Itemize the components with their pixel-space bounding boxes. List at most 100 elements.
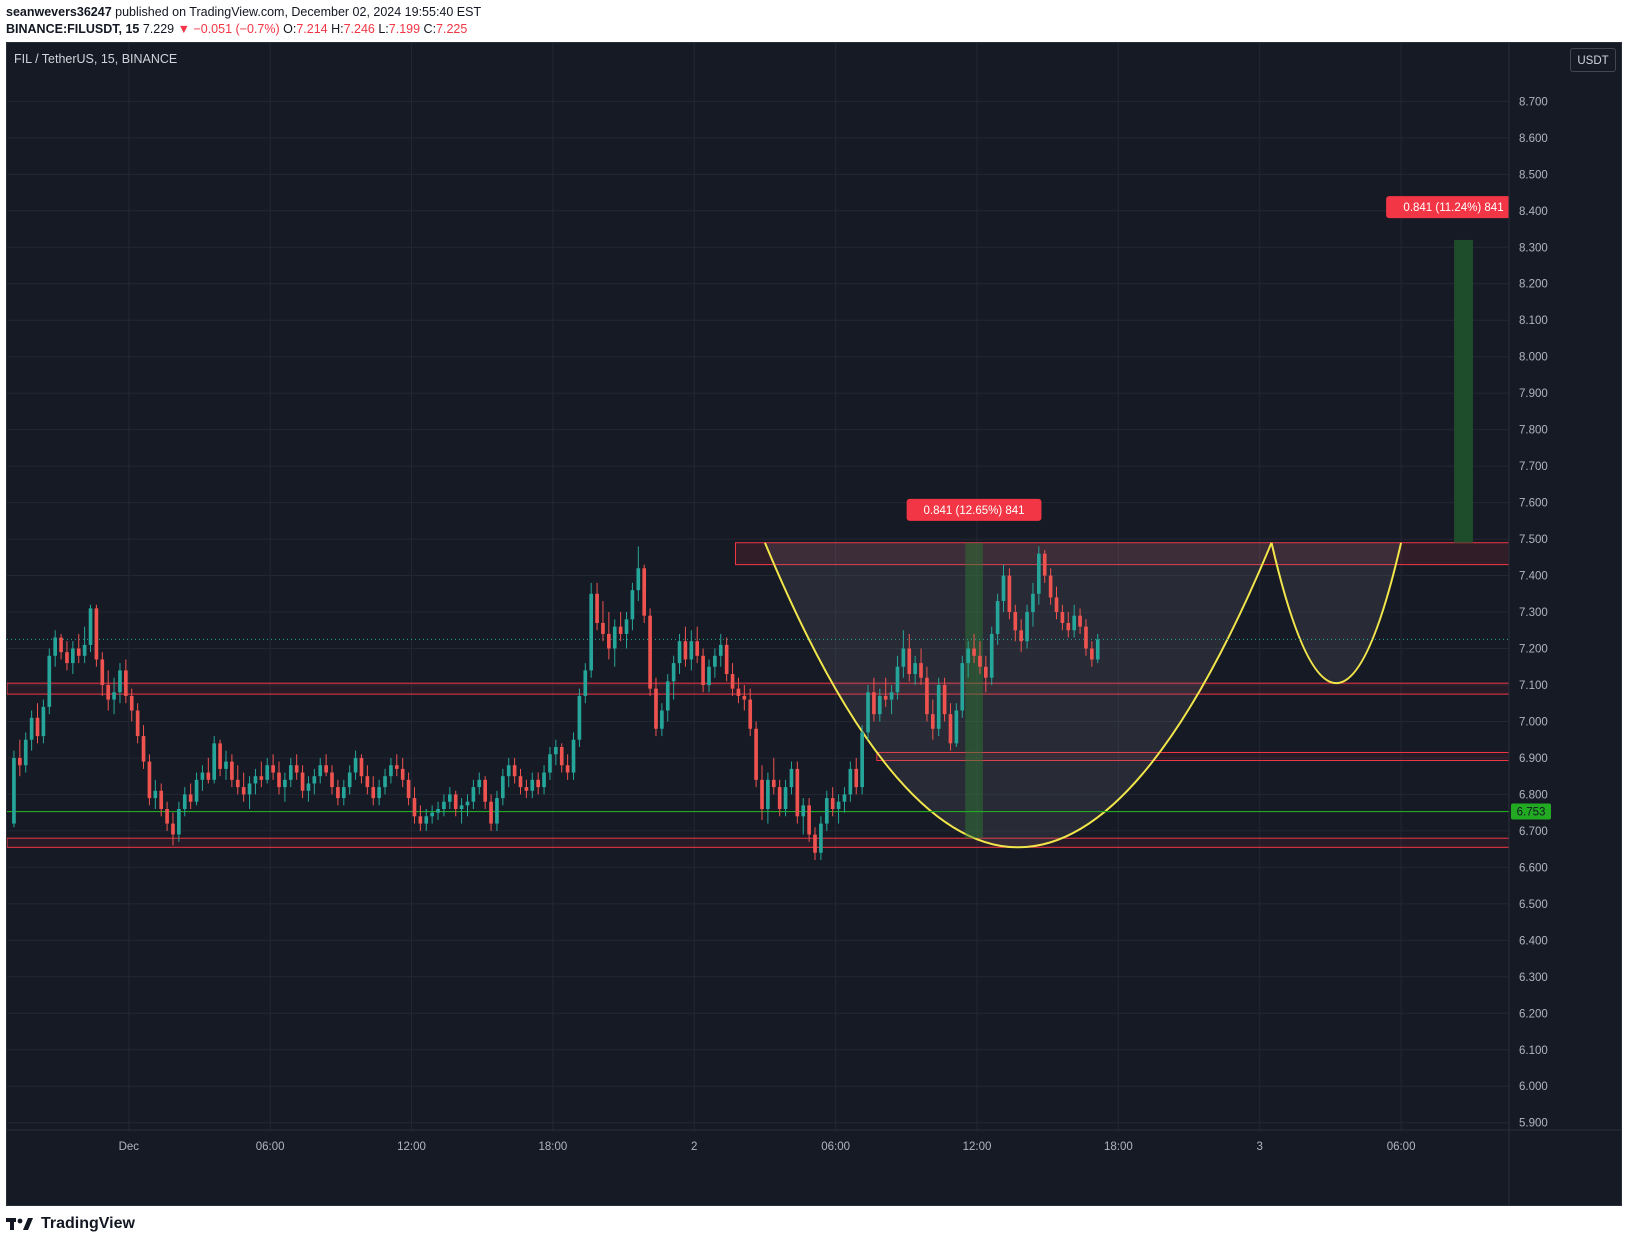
candle-body bbox=[1095, 639, 1100, 660]
candle-body bbox=[489, 801, 493, 824]
ohlc-line: BINANCE:FILUSDT, 15 7.229 ▼ −0.051 (−0.7… bbox=[6, 21, 481, 38]
candle-body bbox=[542, 772, 546, 788]
candle-body bbox=[483, 779, 487, 802]
candle-body bbox=[23, 739, 28, 766]
candle-body bbox=[324, 765, 328, 773]
candle-body bbox=[707, 666, 711, 685]
candle-body bbox=[194, 779, 199, 802]
candle-body bbox=[571, 739, 576, 773]
chart-symbol-title[interactable]: FIL / TetherUS, 15, BINANCE bbox=[14, 52, 178, 66]
candle-body bbox=[624, 619, 629, 634]
candle-body bbox=[777, 787, 782, 810]
tradingview-logo[interactable]: TradingView bbox=[6, 1212, 135, 1236]
candle-body bbox=[730, 674, 735, 689]
y-tick-label: 8.600 bbox=[1519, 133, 1548, 145]
candle-body bbox=[801, 805, 806, 817]
y-tick-label: 6.900 bbox=[1519, 753, 1548, 765]
candle-body bbox=[100, 659, 105, 685]
y-tick-label: 7.600 bbox=[1519, 498, 1548, 510]
candle-body bbox=[536, 779, 540, 788]
candle-body bbox=[283, 779, 287, 788]
price-chart[interactable]: 0.841 (12.65%) 841 0.841 (11.24%) 841 8.70… bbox=[7, 43, 1621, 1205]
candle-body bbox=[477, 779, 482, 788]
candle-body bbox=[671, 663, 676, 682]
candle-body bbox=[907, 648, 912, 675]
y-tick-label: 8.100 bbox=[1519, 315, 1548, 327]
candle-body bbox=[530, 779, 535, 791]
candle-body bbox=[436, 809, 440, 813]
candle-body bbox=[312, 776, 317, 784]
candle-body bbox=[583, 670, 588, 696]
candle-body bbox=[1066, 622, 1071, 631]
candle-body bbox=[966, 648, 970, 664]
candle-body bbox=[548, 754, 552, 773]
candle-body bbox=[919, 663, 923, 678]
candle-body bbox=[1025, 612, 1029, 642]
brand-name: TradingView bbox=[41, 1215, 135, 1232]
candle-body bbox=[960, 663, 965, 711]
candle-body bbox=[141, 736, 146, 762]
price-axis bbox=[1509, 43, 1621, 1205]
candle-body bbox=[1072, 615, 1077, 631]
candle-body bbox=[171, 823, 175, 835]
y-tick-label: 6.000 bbox=[1519, 1081, 1548, 1093]
candle-body bbox=[783, 787, 788, 810]
x-tick-label: 2 bbox=[691, 1141, 697, 1153]
candle-body bbox=[601, 622, 605, 634]
level-zone bbox=[7, 682, 1510, 695]
x-tick-label: 06:00 bbox=[821, 1141, 850, 1153]
candle-body bbox=[459, 805, 464, 810]
candle-body bbox=[253, 776, 258, 784]
candle-body bbox=[760, 779, 764, 810]
x-tick-label: 18:00 bbox=[539, 1141, 568, 1153]
candle-body bbox=[795, 768, 800, 817]
candle-body bbox=[76, 648, 81, 656]
candle-body bbox=[524, 787, 529, 791]
chart-frame[interactable]: 0.841 (12.65%) 841 0.841 (11.24%) 841 8.70… bbox=[6, 42, 1622, 1206]
candle-body bbox=[147, 761, 152, 799]
candle-body bbox=[265, 765, 270, 780]
candle-body bbox=[442, 801, 446, 810]
candle-body bbox=[930, 714, 935, 729]
candle-body bbox=[813, 834, 817, 853]
high-label: H: bbox=[331, 22, 344, 36]
handle-curve bbox=[1270, 542, 1403, 684]
candle-body bbox=[677, 641, 682, 664]
measure-label: 0.841 (12.65%) 841 bbox=[924, 505, 1025, 517]
x-tick-label: 18:00 bbox=[1104, 1141, 1133, 1153]
candle-body bbox=[471, 787, 476, 802]
candle-body bbox=[29, 717, 34, 740]
currency-button[interactable]: USDT bbox=[1570, 48, 1616, 72]
candle-body bbox=[660, 710, 664, 729]
candle-body bbox=[129, 695, 134, 711]
candle-body bbox=[754, 728, 758, 780]
candle-body bbox=[165, 809, 169, 824]
y-tick-label: 6.600 bbox=[1519, 862, 1548, 874]
current-price-label: 6.753 bbox=[1517, 807, 1546, 819]
x-tick-label: 3 bbox=[1257, 1141, 1263, 1153]
candle-body bbox=[807, 805, 811, 835]
last-price: 7.229 bbox=[142, 22, 175, 36]
candle-body bbox=[724, 644, 729, 675]
x-tick-label: Dec bbox=[119, 1141, 140, 1153]
candle-body bbox=[377, 787, 381, 799]
candle-body bbox=[836, 801, 841, 810]
pattern-fill bbox=[764, 542, 1402, 848]
candle-body bbox=[748, 699, 753, 729]
candle-body bbox=[636, 568, 641, 591]
y-tick-label: 8.200 bbox=[1519, 279, 1548, 291]
open-value: 7.214 bbox=[296, 22, 328, 36]
y-tick-label: 7.100 bbox=[1519, 680, 1548, 692]
candle-body bbox=[159, 790, 164, 810]
candle-body bbox=[418, 816, 423, 824]
candle-body bbox=[942, 684, 947, 715]
candle-body bbox=[389, 765, 393, 777]
candle-body bbox=[47, 655, 52, 707]
tradingview-logo-icon bbox=[6, 1218, 33, 1230]
candle-body bbox=[501, 776, 505, 799]
candle-body bbox=[607, 633, 611, 649]
candle-body bbox=[984, 666, 988, 678]
candle-body bbox=[654, 688, 658, 729]
author-name[interactable]: seanwevers36247 bbox=[6, 5, 112, 19]
candle-body bbox=[683, 641, 688, 660]
